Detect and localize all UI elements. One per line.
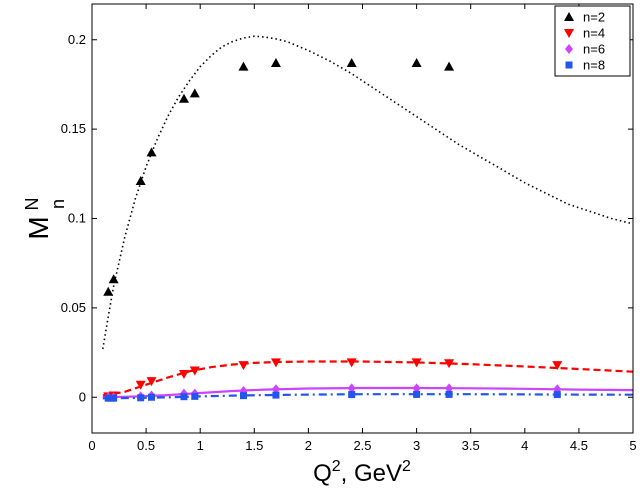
x-tick-label: 2: [305, 438, 312, 453]
series-3-curve: [102, 386, 634, 399]
series-2-point: [189, 366, 200, 376]
series-2-point: [238, 361, 249, 371]
series-3-point: [412, 383, 421, 394]
y-axis-title-base: M: [23, 216, 54, 239]
series-4-point: [445, 390, 453, 398]
legend-label: n=4: [583, 26, 605, 41]
x-tick-label: 0: [88, 438, 95, 453]
legend-marker: [564, 12, 574, 21]
series-1-point: [346, 57, 357, 67]
y-tick-label: 0.15: [61, 121, 86, 136]
series-4-point: [110, 394, 118, 402]
series-4-point: [553, 391, 561, 399]
series-1-point: [411, 57, 422, 67]
series-1-point: [178, 93, 189, 103]
series-1-point: [444, 61, 455, 71]
series-4-point: [137, 394, 145, 402]
series-1-point: [135, 175, 146, 185]
y-axis-title: M N n: [22, 198, 68, 240]
series-3-point: [445, 383, 454, 394]
x-axis-title-mid: , GeV: [341, 460, 402, 487]
y-axis-title-sub: n: [48, 199, 68, 209]
series-4-point: [148, 393, 156, 401]
series-4-point: [104, 394, 112, 402]
series-3-point: [347, 383, 356, 394]
series-2-point: [135, 380, 146, 390]
series-2-point: [552, 361, 563, 371]
x-tick-label: 5: [629, 438, 636, 453]
series-4-point: [413, 390, 421, 398]
series-1-point: [146, 147, 157, 157]
legend-marker: [565, 44, 573, 54]
series-4-point: [239, 392, 247, 400]
series-2-point: [178, 370, 189, 380]
series-4-point: [191, 392, 199, 400]
x-axis-title-sup1: 2: [332, 458, 341, 475]
series-4-point: [180, 393, 188, 401]
y-tick-label: 0.1: [68, 211, 86, 226]
series-4-curve: [102, 393, 634, 400]
x-axis-title-sup2: 2: [402, 458, 411, 475]
series-1: [102, 35, 634, 350]
axis-ticks: 0 0.5 1 1.5 2 2.5 3 3.5 4 4.5 5 0 0.05 0.1 0.15 0.2: [61, 4, 637, 453]
legend: n=2n=4n=6n=8: [554, 5, 631, 77]
series-1-point: [238, 61, 249, 71]
series-2-point: [270, 358, 281, 368]
plot-frame: [91, 3, 634, 434]
y-tick-label: 0.05: [61, 300, 86, 315]
x-tick-label: 4.5: [570, 438, 588, 453]
x-tick-label: 3: [413, 438, 420, 453]
x-axis-title: Q2, GeV2: [313, 458, 411, 487]
x-tick-label: 3.5: [462, 438, 480, 453]
legend-marker: [565, 61, 573, 69]
series-4-point: [348, 391, 356, 399]
series-2-point: [346, 358, 357, 368]
legend-marker: [564, 29, 574, 38]
series-2-point: [444, 359, 455, 369]
x-tick-label: 4: [521, 438, 528, 453]
y-axis-title-sup: N: [22, 198, 42, 211]
x-tick-label: 1.5: [245, 438, 263, 453]
series-4: [102, 390, 634, 402]
plot-area: [102, 35, 634, 403]
series-2-curve: [102, 360, 634, 397]
series-1-point: [189, 88, 200, 98]
y-tick-label: 0.2: [68, 32, 86, 47]
legend-label: n=6: [583, 42, 605, 57]
x-tick-label: 1: [197, 438, 204, 453]
series-1-point: [108, 274, 119, 284]
legend-label: n=2: [583, 10, 605, 25]
series-4-point: [272, 391, 280, 399]
x-tick-label: 0.5: [137, 438, 155, 453]
series-1-point: [103, 286, 114, 296]
series-2-point: [146, 377, 157, 387]
series-1-curve: [102, 35, 634, 350]
series-1-point: [270, 57, 281, 67]
series-2-point: [411, 358, 422, 368]
x-tick-label: 2.5: [353, 438, 371, 453]
legend-label: n=8: [583, 58, 605, 73]
x-axis-title-base: Q: [313, 460, 332, 487]
y-tick-label: 0: [79, 389, 86, 404]
